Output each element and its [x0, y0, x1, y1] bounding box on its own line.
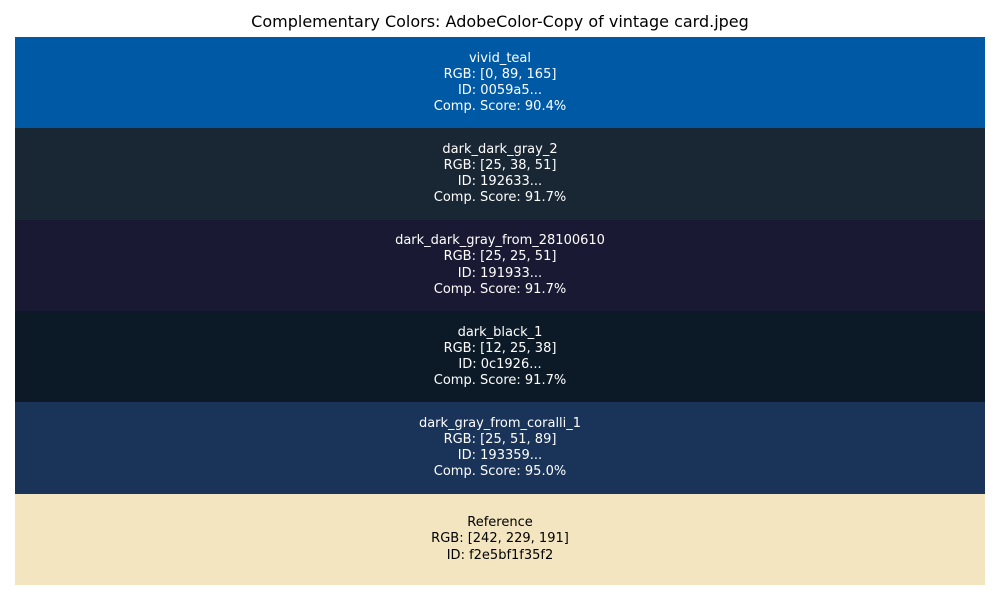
- swatch-score-label: Comp. Score: 91.7%: [433, 373, 567, 389]
- swatch-id-label: ID: 0059a5...: [457, 82, 543, 98]
- swatch-score-label: Comp. Score: 90.4%: [433, 99, 567, 115]
- swatch-rgb-label: RGB: [12, 25, 38]: [443, 340, 557, 356]
- color-swatch: dark_dark_gray_from_28100610 RGB: [25, 25…: [15, 219, 985, 312]
- swatch-id-label: ID: 0c1926...: [458, 356, 542, 372]
- swatch-label-group: dark_gray_from_coralli_1 RGB: [25, 51, 89…: [419, 416, 581, 481]
- swatch-id-label: ID: 193359...: [457, 448, 543, 464]
- color-swatch: dark_gray_from_coralli_1 RGB: [25, 51, 89…: [15, 402, 985, 495]
- swatch-rgb-label: RGB: [25, 38, 51]: [443, 158, 557, 174]
- color-swatch: vivid_teal RGB: [0, 89, 165] ID: 0059a5...…: [15, 37, 985, 129]
- swatch-rgb-label: RGB: [0, 89, 165]: [443, 66, 557, 82]
- swatch-id-label: ID: f2e5bf1f35f2: [446, 547, 554, 563]
- swatch-label-group: vivid_teal RGB: [0, 89, 165] ID: 0059a5...…: [434, 51, 566, 116]
- swatch-rgb-label: RGB: [25, 51, 89]: [443, 432, 557, 448]
- swatch-score-label: Comp. Score: 95.0%: [433, 464, 567, 480]
- swatch-name: dark_gray_from_coralli_1: [418, 415, 582, 431]
- swatch-name: vivid_teal: [468, 50, 532, 66]
- swatch-label-group: dark_dark_gray_from_28100610 RGB: [25, 25…: [395, 233, 605, 298]
- swatch-name: dark_black_1: [457, 324, 543, 340]
- swatch-label-group: Reference RGB: [242, 229, 191] ID: f2e5bf1…: [431, 515, 569, 564]
- swatch-id-label: ID: 191933...: [457, 265, 543, 281]
- color-swatch: Reference RGB: [242, 229, 191] ID: f2e5bf1…: [15, 493, 985, 586]
- swatch-name: Reference: [467, 515, 533, 531]
- color-swatch: dark_dark_gray_2 RGB: [25, 38, 51] ID: 192…: [15, 128, 985, 221]
- swatch-label-group: dark_dark_gray_2 RGB: [25, 38, 51] ID: 192…: [434, 142, 566, 207]
- swatch-id-label: ID: 192633...: [457, 174, 543, 190]
- swatch-name: dark_dark_gray_2: [442, 141, 558, 157]
- swatch-score-label: Comp. Score: 91.7%: [433, 190, 567, 206]
- swatch-rgb-label: RGB: [25, 25, 51]: [443, 249, 557, 265]
- swatch-score-label: Comp. Score: 91.7%: [433, 281, 567, 297]
- swatch-rgb-label: RGB: [242, 229, 191]: [431, 531, 569, 547]
- swatch-stack: vivid_teal RGB: [0, 89, 165] ID: 0059a5...…: [15, 37, 985, 586]
- chart-title: Complementary Colors: AdobeColor-Copy of…: [251, 12, 749, 31]
- color-swatch: dark_black_1 RGB: [12, 25, 38] ID: 0c1926.…: [15, 311, 985, 403]
- swatch-name: dark_dark_gray_from_28100610: [395, 233, 605, 249]
- swatch-label-group: dark_black_1 RGB: [12, 25, 38] ID: 0c1926.…: [434, 325, 566, 390]
